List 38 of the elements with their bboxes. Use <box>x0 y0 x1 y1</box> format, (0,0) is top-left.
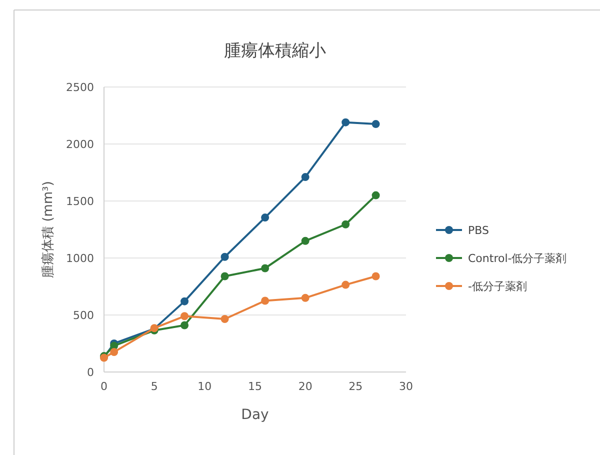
point <box>301 173 310 182</box>
point <box>220 252 229 261</box>
point <box>220 314 229 323</box>
point <box>180 312 189 320</box>
point <box>180 297 189 306</box>
point <box>261 214 270 222</box>
x-tick-label: 0 <box>100 380 108 393</box>
y-tick-label: 1000 <box>66 252 94 265</box>
x-tick-label: 5 <box>150 380 158 393</box>
y-tick-label: 500 <box>73 308 94 322</box>
y-tick-label: 2500 <box>66 80 94 94</box>
legend-label: Control-低分子薬剤 <box>468 252 567 265</box>
point <box>372 191 380 200</box>
x-tick-label: 15 <box>248 380 262 393</box>
point <box>261 264 270 272</box>
point <box>180 321 189 330</box>
y-axis-title: 腫瘍体積 (mm³) <box>41 181 56 278</box>
y-tick-label: 2000 <box>66 138 94 151</box>
x-axis-title: Day <box>241 407 269 423</box>
y-tick-label: 0 <box>87 366 94 379</box>
legend-label: PBS <box>468 224 489 237</box>
chart-title: 腫瘍体積縮小 <box>224 41 326 61</box>
x-tick-label: 10 <box>198 380 212 393</box>
point <box>261 296 270 305</box>
x-tick-label: 30 <box>399 380 413 393</box>
legend-label: -低分子薬剤 <box>468 280 527 293</box>
point <box>301 236 310 245</box>
y-tick-label: 1500 <box>66 194 94 208</box>
x-tick-label: 25 <box>348 380 363 393</box>
point <box>342 118 350 126</box>
point <box>372 272 380 280</box>
point <box>220 272 229 280</box>
point <box>342 220 350 228</box>
point <box>301 294 310 302</box>
point <box>110 348 118 356</box>
point <box>342 280 350 289</box>
point <box>372 120 380 128</box>
x-tick-label: 20 <box>298 380 312 393</box>
